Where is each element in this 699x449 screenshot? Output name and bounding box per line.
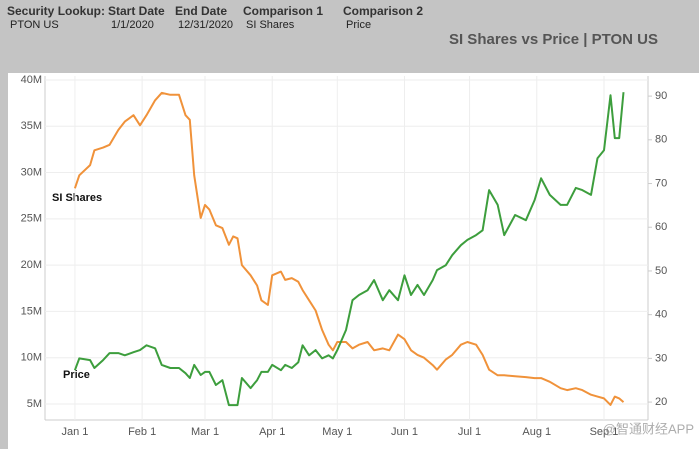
y2-tick-label: 20 (655, 396, 667, 408)
y2-tick-label: 60 (655, 221, 667, 233)
x-tick-label: Jul 1 (458, 426, 481, 438)
x-tick-label: Apr 1 (259, 426, 285, 438)
field-label: Start Date (108, 4, 165, 18)
annotation: SI Shares (52, 192, 102, 204)
y2-tick-label: 30 (655, 352, 667, 364)
series-line (73, 91, 625, 406)
y2-tick-label: 50 (655, 265, 667, 277)
chart-panel (8, 73, 699, 449)
chart-title: SI Shares vs Price | PTON US (449, 31, 658, 48)
field-label: Comparison 2 (343, 4, 423, 18)
x-tick-label: Feb 1 (128, 426, 156, 438)
y-tick-label: 15M (21, 305, 42, 317)
field-value: PTON US (10, 19, 59, 31)
x-tick-label: Mar 1 (191, 426, 219, 438)
y-tick-label: 40M (21, 74, 42, 86)
annotation: Price (63, 369, 90, 381)
y-tick-label: 25M (21, 213, 42, 225)
x-tick-label: Jan 1 (61, 426, 88, 438)
y-tick-label: 30M (21, 166, 42, 178)
x-tick-label: May 1 (322, 426, 352, 438)
field-label: End Date (175, 4, 227, 18)
field-value: SI Shares (246, 19, 295, 31)
field-value: Price (346, 19, 371, 31)
y-tick-label: 35M (21, 120, 42, 132)
y-tick-label: 20M (21, 259, 42, 271)
x-tick-label: Aug 1 (522, 426, 551, 438)
field-label: Comparison 1 (243, 4, 323, 18)
x-tick-label: Jun 1 (391, 426, 418, 438)
y2-tick-label: 90 (655, 90, 667, 102)
watermark: @智通财经APP (603, 421, 694, 436)
field-label: Security Lookup: (7, 4, 105, 18)
y2-tick-label: 70 (655, 177, 667, 189)
y-tick-label: 5M (27, 398, 42, 410)
y2-tick-label: 40 (655, 309, 667, 321)
y2-tick-label: 80 (655, 134, 667, 146)
field-value: 1/1/2020 (111, 19, 154, 31)
x-tick-label: Sep 1 (590, 426, 619, 438)
field-value: 12/31/2020 (178, 19, 233, 31)
y-tick-label: 10M (21, 352, 42, 364)
series-line (73, 92, 625, 407)
